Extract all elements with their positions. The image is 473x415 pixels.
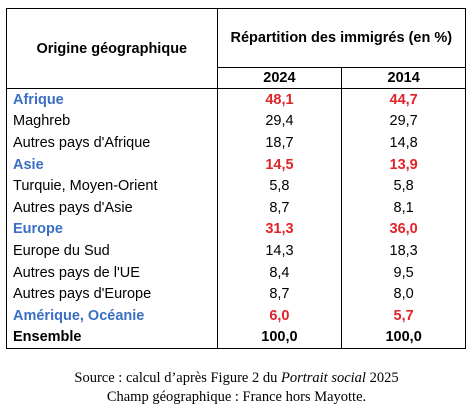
row-value-2024: 31,3 (216, 218, 343, 241)
row-label: Autres pays d'Afrique (6, 132, 218, 154)
row-value-2024: 8,4 (216, 261, 343, 284)
row-label: Autres pays de l'UE (6, 261, 218, 284)
row-value-2024: 14,3 (216, 240, 343, 262)
row-label: Turquie, Moyen-Orient (6, 175, 218, 197)
table-row: Europe 31,3 36,0 (6, 218, 466, 241)
row-label: Amérique, Océanie (6, 304, 218, 327)
total-2014: 100,0 (341, 326, 466, 350)
row-label: Afrique (6, 87, 218, 111)
caption-scope: Champ géographique : France hors Mayotte… (106, 389, 367, 405)
row-label: Maghreb (6, 110, 218, 133)
header-repartition: Répartition des immigrés (en %) (216, 8, 467, 68)
header-year-2024: 2024 (216, 67, 343, 89)
immigrants-distribution-table: Origine géographique Répartition des imm… (6, 8, 467, 350)
table-row: Asie 14,5 13,9 (6, 153, 466, 176)
row-value-2014: 29,7 (341, 110, 466, 133)
caption-source-prefix: Source : calcul d’après Figure 2 du (74, 370, 281, 386)
row-value-2014: 5,7 (341, 304, 466, 327)
table-row: Turquie, Moyen-Orient 5,8 5,8 (6, 175, 466, 197)
table-row: Autres pays d'Afrique 18,7 14,8 (6, 132, 466, 154)
table-row: Afrique 48,1 44,7 (6, 87, 466, 111)
table-row: Autres pays d'Europe 8,7 8,0 (6, 283, 466, 305)
row-value-2024: 18,7 (216, 132, 343, 154)
row-value-2014: 44,7 (341, 87, 466, 111)
row-value-2014: 8,0 (341, 283, 466, 305)
row-value-2024: 48,1 (216, 87, 343, 111)
row-label: Europe du Sud (6, 240, 218, 262)
header-year-2014: 2014 (341, 67, 466, 89)
total-label: Ensemble (6, 326, 218, 350)
table-row: Maghreb 29,4 29,7 (6, 110, 466, 133)
table-row-total: Ensemble 100,0 100,0 (6, 326, 466, 350)
row-value-2024: 8,7 (216, 283, 343, 305)
table-row: Europe du Sud 14,3 18,3 (6, 240, 466, 262)
row-value-2024: 5,8 (216, 175, 343, 197)
table-row: Autres pays de l'UE 8,4 9,5 (6, 261, 466, 284)
row-value-2014: 8,1 (341, 196, 466, 219)
row-value-2024: 8,7 (216, 196, 343, 219)
row-value-2024: 6,0 (216, 304, 343, 327)
table-row: Autres pays d'Asie 8,7 8,1 (6, 196, 466, 219)
caption-source-suffix: 2025 (365, 370, 399, 386)
row-value-2014: 18,3 (341, 240, 466, 262)
row-value-2014: 36,0 (341, 218, 466, 241)
row-label: Europe (6, 218, 218, 241)
row-value-2014: 14,8 (341, 132, 466, 154)
total-2024: 100,0 (216, 326, 343, 350)
row-value-2024: 29,4 (216, 110, 343, 133)
row-value-2014: 9,5 (341, 261, 466, 284)
table-caption: Source : calcul d’après Figure 2 du Port… (0, 369, 473, 407)
row-value-2014: 5,8 (341, 175, 466, 197)
row-label: Asie (6, 153, 218, 176)
row-label: Autres pays d'Asie (6, 196, 218, 219)
table-body: Afrique 48,1 44,7 Maghreb 29,4 29,7 Autres pay… (6, 87, 466, 350)
caption-source-title: Portrait social (280, 370, 366, 386)
row-label: Autres pays d'Europe (6, 283, 218, 305)
table-row: Amérique, Océanie 6,0 5,7 (6, 304, 466, 327)
header-origin: Origine géographique (6, 8, 218, 89)
row-value-2014: 13,9 (341, 153, 466, 176)
caption-source: Source : calcul d’après Figure 2 du Port… (0, 369, 473, 388)
row-value-2024: 14,5 (216, 153, 343, 176)
